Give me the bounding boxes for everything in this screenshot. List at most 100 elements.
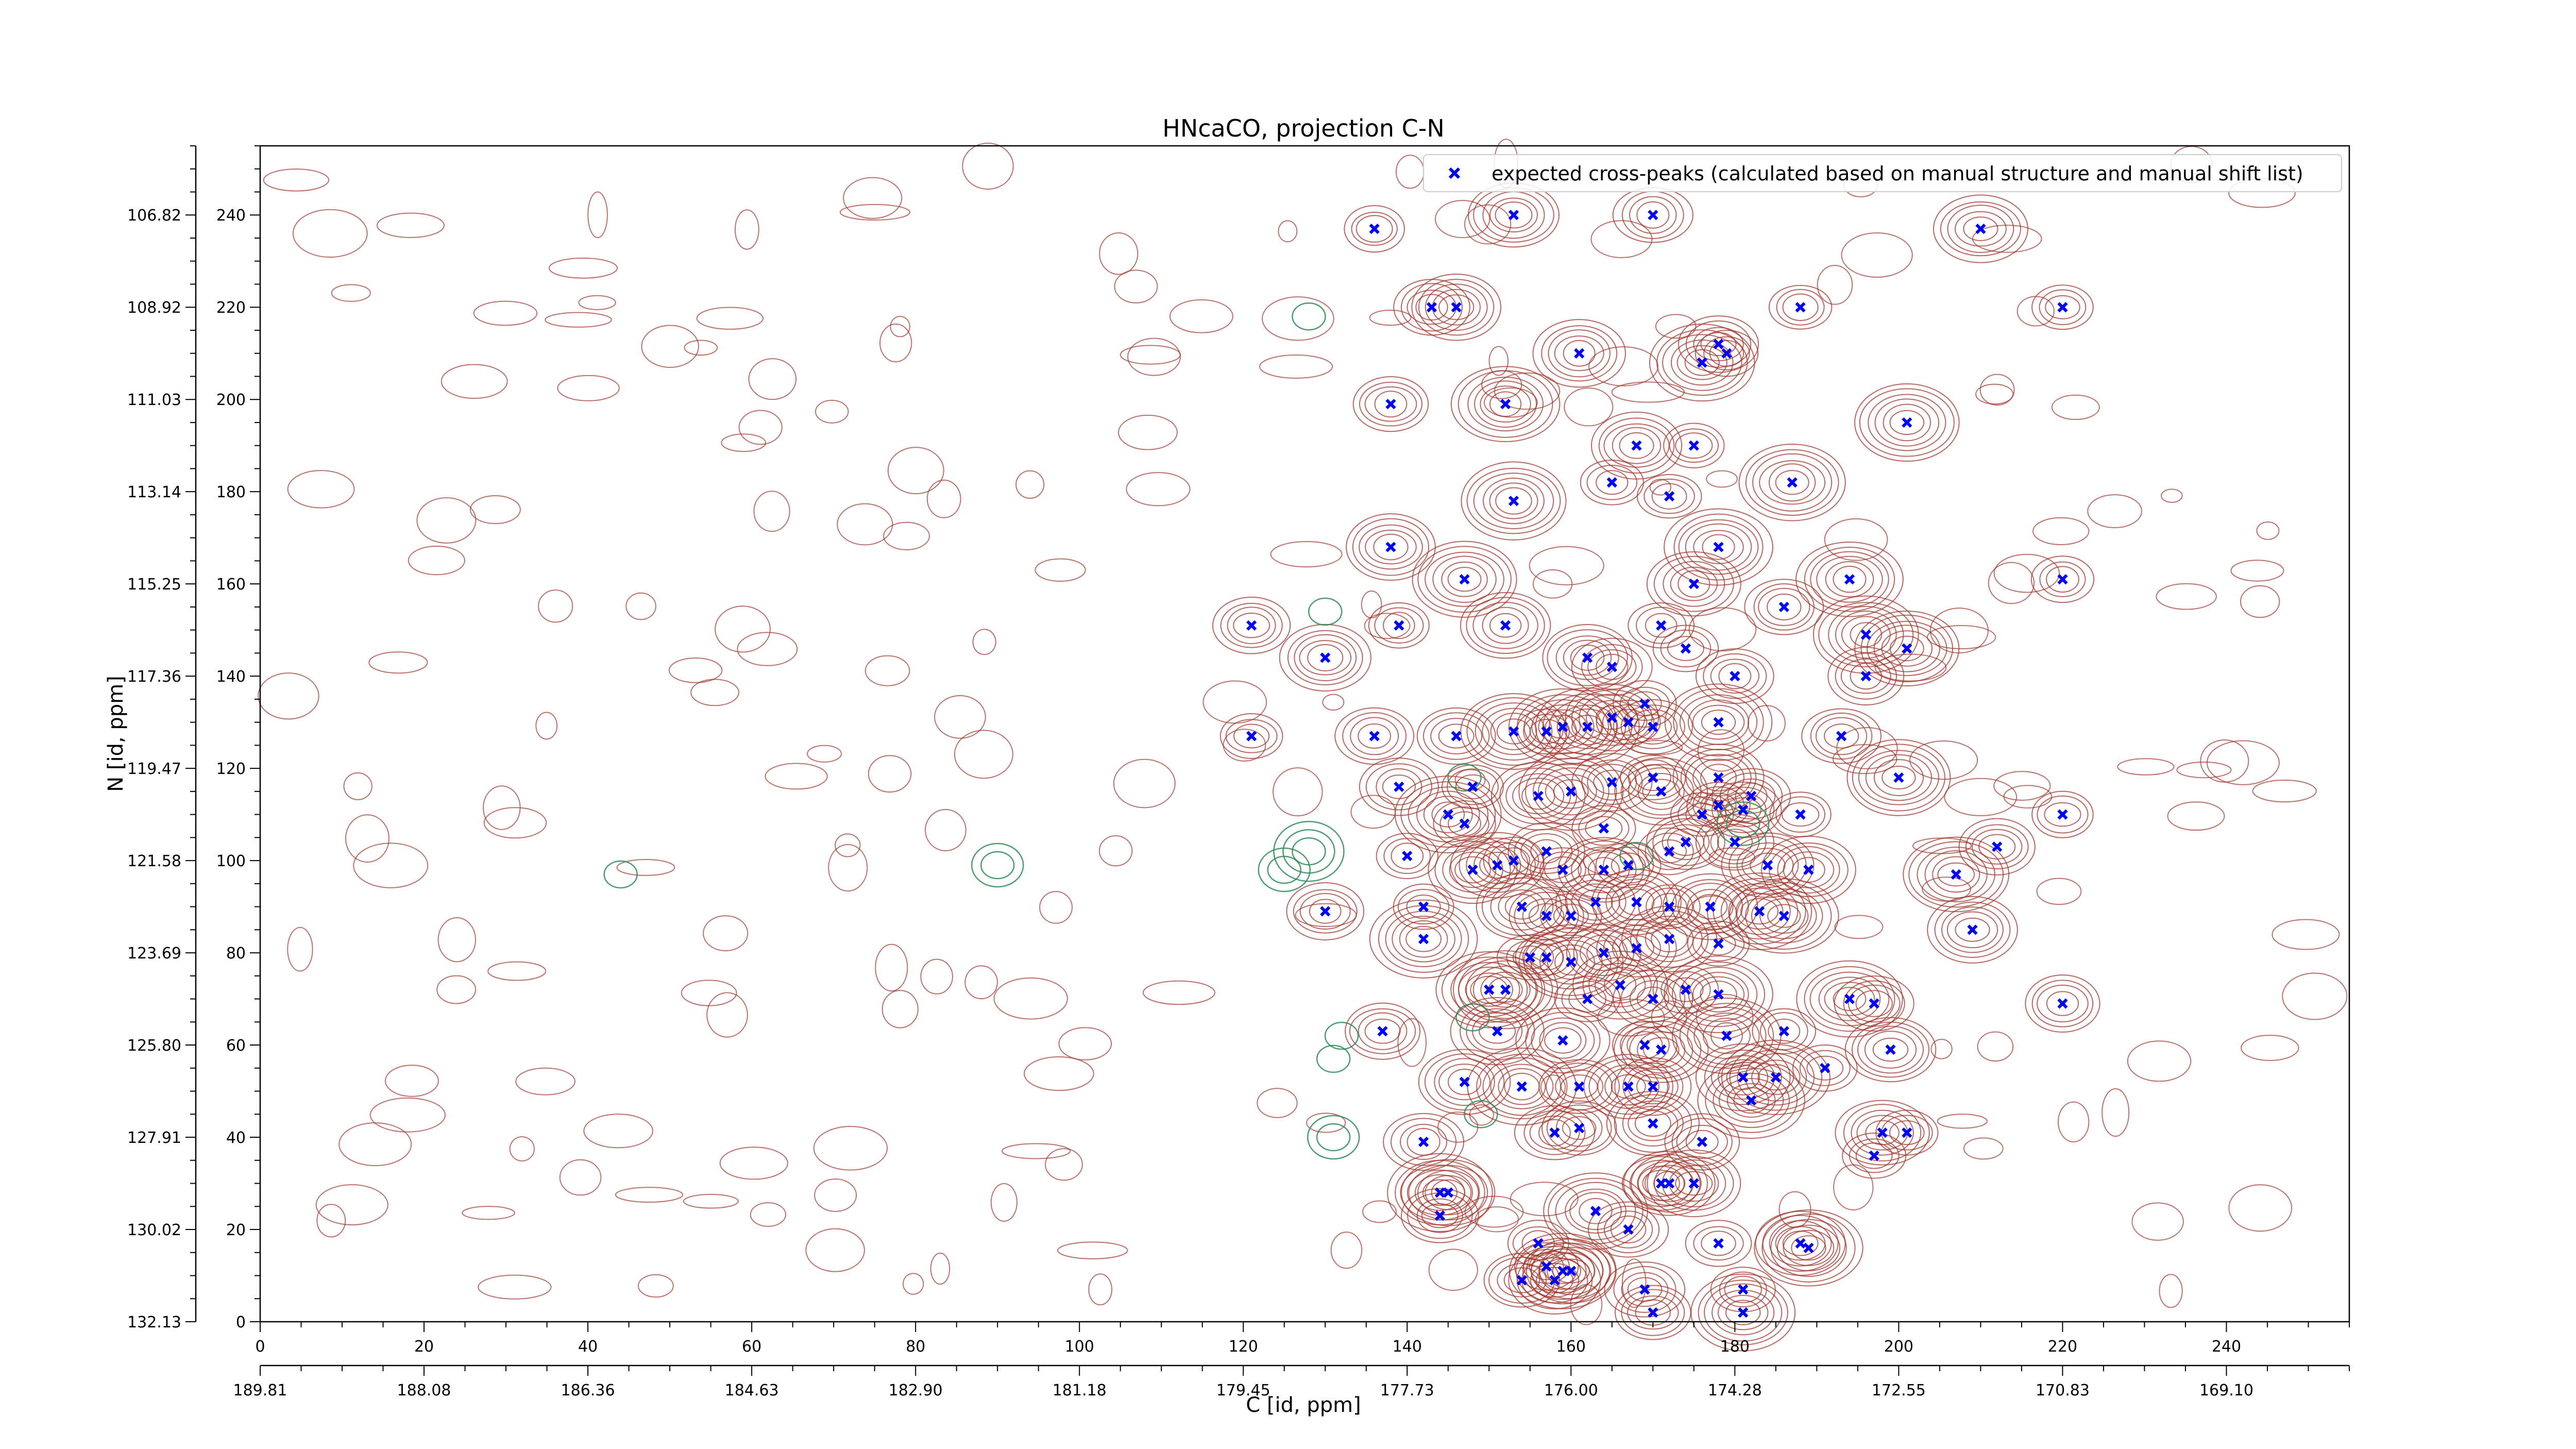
cross-peak-marker [1418,901,1429,912]
contour-layer [258,139,2348,1352]
contour-ring [1368,602,1430,649]
ppm-x-tick-label: 189.81 [233,1381,287,1400]
contour-ring [1651,925,1688,953]
cross-peak-marker [1443,1187,1453,1198]
contour-ring [1940,201,2021,257]
contour-ring [1432,555,1497,603]
noise-contour [2200,739,2249,783]
contour-ring [1613,1266,1676,1313]
contour-ring [1652,625,1719,672]
y-tick-label: 0 [236,1313,246,1332]
noise-contour [1350,795,1396,829]
noise-contour [765,763,828,790]
contour-ring [1842,1133,1907,1179]
contour-ring [1889,635,1924,662]
noise-contour [2282,972,2348,1020]
noise-contour [1099,232,1139,275]
noise-contour [930,1253,951,1285]
cross-peak-marker [1508,495,1519,507]
ppm-x-tick-label: 172.55 [1872,1381,1926,1400]
cross-peak-marker [1648,993,1658,1004]
contour-ring [1359,757,1439,816]
x-tick-label: 60 [742,1338,761,1356]
contour-ring [1718,1059,1769,1096]
cross-peak-marker [1566,786,1577,797]
contour-ring [1835,1100,1930,1166]
contour-ring [1613,699,1693,755]
noise-contour [1874,653,1947,682]
contour-ring [1751,1059,1801,1095]
contour-ring [1472,965,1538,1014]
noise-contour [902,1273,924,1295]
x-tick-label: 40 [578,1338,598,1356]
contour-ring [1554,975,1621,1022]
contour-ring [1425,283,1488,331]
contour-ring [1495,201,1533,229]
noise-contour [683,1193,739,1209]
contour-ring [1703,820,1767,865]
noise-contour [538,589,573,623]
noise-contour [706,992,748,1038]
contour-ring [1521,782,1555,810]
contour-ring [1768,1018,1801,1044]
contour-ring [1646,887,1693,926]
noise-contour [865,655,910,686]
contour-ring [1538,767,1604,816]
noise-contour [875,943,908,992]
contour-ring [1754,1209,1863,1287]
ppm-x-tick-label: 188.08 [397,1381,451,1400]
noise-contour [964,965,998,1000]
negative-contour [1282,829,1335,874]
cross-peak-marker [1844,993,1855,1004]
cross-peak-marker [1418,934,1429,945]
contour-ring [1701,710,1736,735]
contour-ring [1374,607,1424,644]
contour-ring [1717,829,1753,856]
cross-peak-marker [1615,980,1625,990]
contour-ring [1307,644,1344,671]
contour-ring [1358,723,1392,749]
contour-ring [1490,713,1537,750]
cross-peak-marker [1648,721,1658,732]
contour-ring [1609,709,1648,736]
cross-peak-marker [1418,1136,1429,1148]
contour-ring [1721,832,1815,898]
x-axis-title: C [id, ppm] [1246,1393,1361,1417]
contour-ring [1508,688,1617,766]
cross-peak-marker [1844,574,1855,585]
contour-ring [1937,862,1975,887]
y-tick-label: 100 [216,852,246,870]
contour-ring [1642,779,1681,804]
contour-ring [1438,294,1475,321]
contour-ring [1579,1198,1613,1224]
noise-contour [1583,848,1634,875]
contour-ring [1505,773,1571,819]
cross-peak-marker [1877,1127,1888,1138]
contour-ring [1604,1210,1653,1249]
noise-contour [1975,383,2014,405]
contour-ring [1397,889,1450,925]
noise-contour [1481,370,1522,399]
contour-ring [1783,1229,1835,1266]
noise-contour [1926,625,1996,649]
noise-contour [1937,1114,1988,1129]
contour-ring [1614,757,1708,826]
cross-peak-marker [1713,772,1724,783]
cross-peak-marker [1582,721,1593,732]
noise-contour [719,1147,788,1180]
noise-contour [368,651,428,674]
contour-ring [1545,715,1581,739]
x-tick-label: 80 [906,1338,925,1356]
cross-peak-marker [1860,629,1871,640]
noise-contour [1993,771,2051,801]
contour-ring [1761,835,1856,904]
noise-contour [2102,1088,2130,1137]
cross-peak-marker [1557,1266,1568,1276]
noise-contour [1510,1182,1579,1217]
x-tick-label: 200 [1884,1338,1913,1356]
noise-contour [1015,470,1045,499]
cross-peak-marker [1738,1307,1749,1318]
contour-ring [1554,335,1604,372]
contour-ring [1622,1063,1684,1110]
contour-ring [1220,602,1283,648]
